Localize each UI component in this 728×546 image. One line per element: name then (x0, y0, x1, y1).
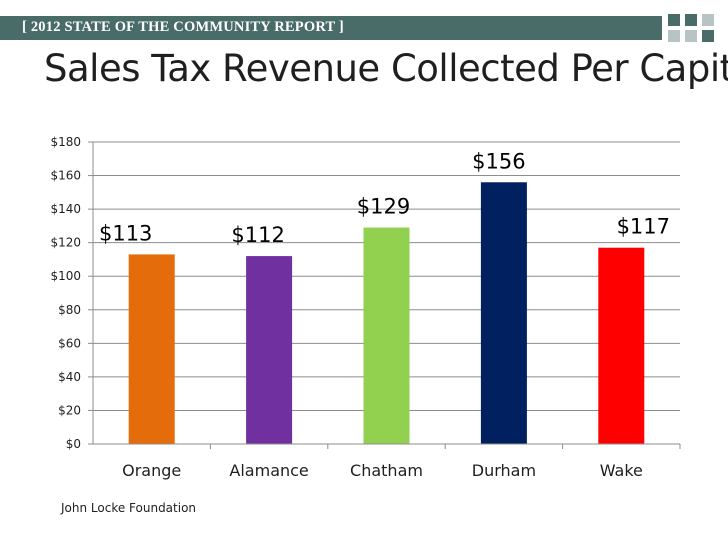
y-tick-label: $0 (66, 437, 81, 451)
y-tick-label: $140 (50, 202, 81, 216)
banner-title: [ 2012 STATE OF THE COMMUNITY REPORT ] (22, 19, 344, 35)
data-label: $112 (231, 223, 284, 247)
bar-alamance (246, 256, 293, 444)
decorative-square (702, 14, 714, 26)
data-label: $156 (472, 149, 525, 173)
y-tick-label: $100 (50, 269, 81, 283)
y-tick-label: $120 (50, 236, 81, 250)
x-tick-label: Wake (600, 461, 643, 480)
source-note: John Locke Foundation (61, 501, 197, 515)
data-label: $117 (617, 215, 670, 239)
decorative-square (685, 30, 697, 42)
bar-wake (598, 247, 645, 444)
bar-durham (480, 182, 527, 444)
data-label: $113 (99, 221, 152, 245)
data-label: $129 (357, 195, 410, 219)
decorative-square (668, 30, 680, 42)
decorative-squares (668, 14, 728, 46)
y-tick-label: $20 (58, 403, 81, 417)
y-tick-label: $40 (58, 370, 81, 384)
x-tick-label: Durham (472, 461, 536, 480)
bar-chart: $0 $20 $40 $60 $80 $100 $120 $140 $160 $180 $113 Or… (50, 135, 681, 480)
y-tick-label: $80 (58, 303, 81, 317)
decorative-square (685, 14, 697, 26)
y-tick-label: $180 (50, 135, 81, 149)
decorative-square (668, 14, 680, 26)
y-tick-label: $160 (50, 169, 81, 183)
chart-title: Sales Tax Revenue Collected Per Capita (44, 47, 728, 90)
x-tick-label: Alamance (229, 461, 308, 480)
x-tick-label: Chatham (350, 461, 423, 480)
x-tick-label: Orange (122, 461, 181, 480)
bar-orange (128, 254, 175, 444)
y-tick-label: $60 (58, 336, 81, 350)
bar-chatham (363, 227, 410, 444)
decorative-square (702, 30, 714, 42)
report-banner: [ 2012 STATE OF THE COMMUNITY REPORT ] (0, 16, 662, 40)
